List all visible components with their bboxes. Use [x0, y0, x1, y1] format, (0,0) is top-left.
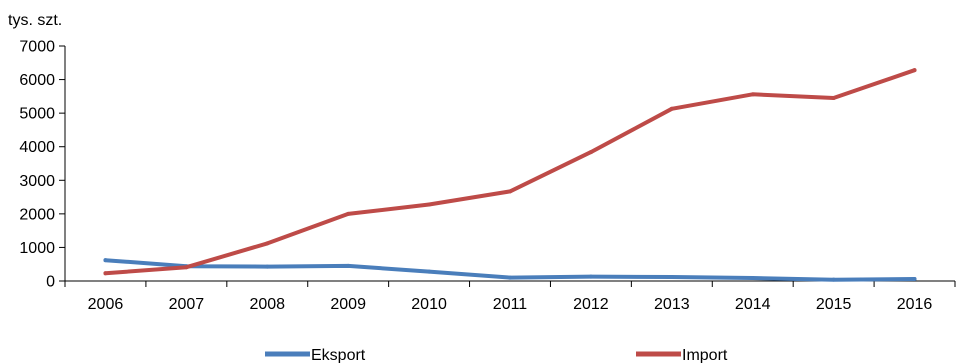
x-tick-label: 2012	[573, 296, 609, 313]
x-tick-label: 2008	[249, 296, 285, 313]
data-point-import	[588, 150, 593, 155]
data-point-import	[669, 106, 674, 111]
data-point-eksport	[750, 275, 755, 280]
data-point-eksport	[912, 276, 917, 281]
data-point-import	[750, 92, 755, 97]
y-tick-label: 2000	[19, 206, 55, 223]
y-tick-label: 7000	[19, 39, 55, 56]
data-point-eksport	[508, 275, 512, 280]
data-point-import	[912, 68, 917, 73]
x-tick-label: 2009	[330, 296, 366, 313]
y-tick-label: 0	[46, 274, 55, 291]
y-tick-label: 1000	[19, 240, 55, 257]
x-tick-label: 2015	[816, 296, 852, 313]
x-tick-label: 2011	[493, 296, 528, 313]
x-tick-label: 2013	[654, 296, 690, 313]
y-axis-unit-label: tys. szt.	[8, 12, 62, 29]
data-point-import	[508, 189, 512, 194]
x-tick-label: 2010	[411, 296, 447, 313]
data-point-import	[346, 211, 351, 216]
y-tick-label: 6000	[19, 72, 55, 89]
data-point-eksport	[103, 258, 108, 263]
data-point-eksport	[588, 274, 593, 279]
y-axis-tick-labels: 0 1000 2000 3000 4000 5000 6000 7000	[19, 39, 55, 291]
x-axis-tick-labels: 2006 2007 2008 2009 2010 2011 2012 2013 2014 2015…	[88, 296, 933, 313]
y-tick-label: 5000	[19, 106, 55, 123]
data-point-eksport	[346, 263, 351, 268]
legend: Eksport Import	[265, 347, 728, 363]
legend-label-eksport: Eksport	[311, 347, 366, 363]
data-point-eksport	[265, 264, 270, 269]
series-lines	[103, 68, 917, 282]
x-tick-label: 2006	[88, 296, 124, 313]
x-tick-label: 2014	[735, 296, 771, 313]
data-point-eksport	[427, 269, 432, 274]
y-tick-label: 3000	[19, 173, 55, 190]
y-tick-label: 4000	[19, 139, 55, 156]
data-point-eksport	[669, 274, 674, 279]
data-point-import	[831, 96, 836, 101]
axes	[59, 45, 956, 287]
data-point-eksport	[831, 277, 836, 282]
x-tick-label: 2016	[897, 296, 933, 313]
data-point-import	[427, 202, 432, 207]
data-point-import	[265, 241, 270, 246]
legend-label-import: Import	[682, 347, 728, 363]
data-point-import	[184, 265, 189, 270]
data-point-import	[103, 271, 108, 276]
series-line-import	[103, 68, 917, 276]
x-tick-label: 2007	[169, 296, 205, 313]
